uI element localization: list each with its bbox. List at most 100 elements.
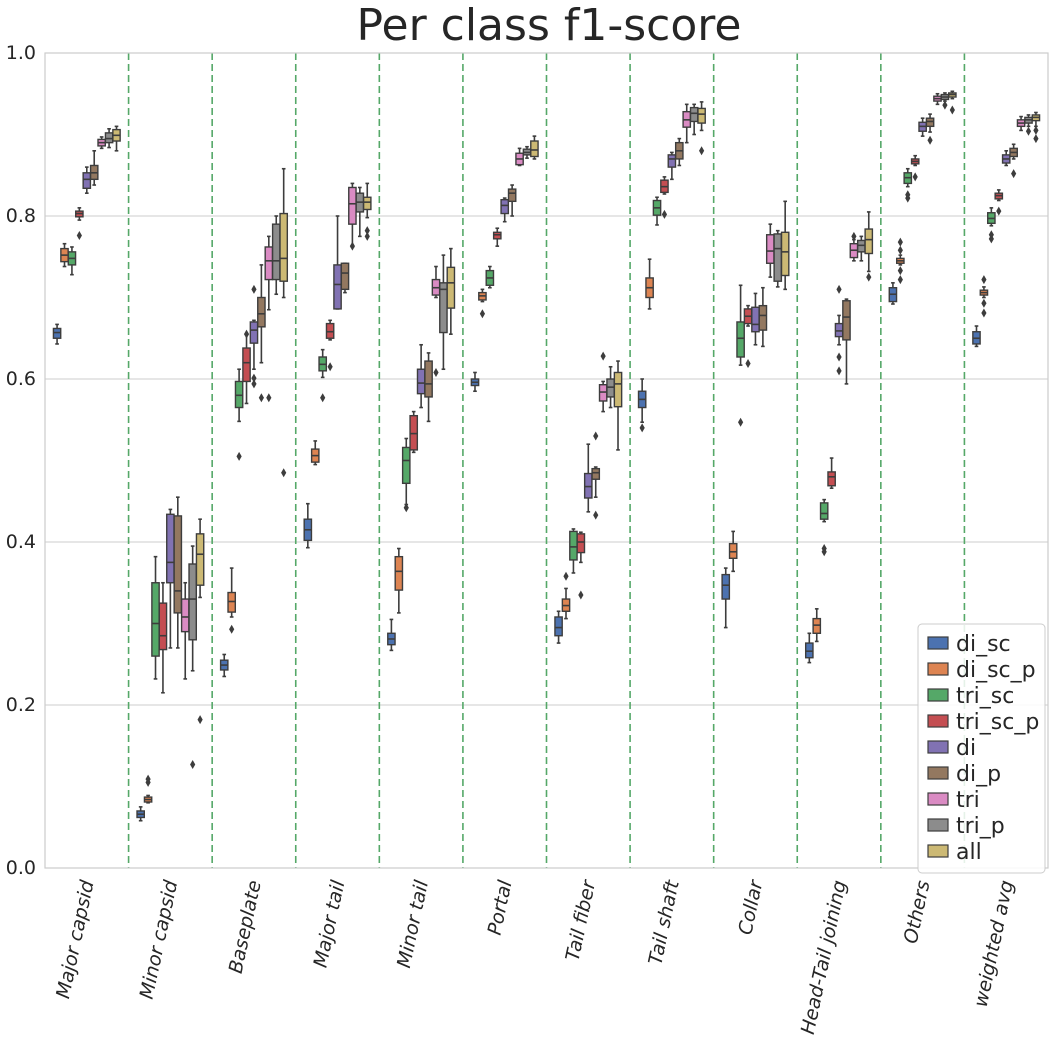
x-tick-label: Tail shaft [644, 877, 684, 967]
box-body [508, 189, 515, 201]
outlier-point [1033, 126, 1038, 135]
box-body [592, 469, 599, 480]
y-tick-label: 0.2 [6, 694, 36, 716]
box-di_sc_p [228, 568, 235, 634]
box-tri_p [440, 255, 447, 369]
box-di_sc [221, 654, 228, 676]
box-body [167, 514, 174, 582]
x-tick-label: Minor tail [393, 878, 433, 970]
box-tri_p [1025, 115, 1032, 136]
box-body [440, 283, 447, 333]
box-all [782, 201, 789, 289]
box-body [228, 593, 235, 613]
separator-layer [129, 53, 965, 868]
box-di_p [1010, 144, 1017, 178]
box-tri [767, 224, 774, 277]
y-tick-label: 0.4 [6, 531, 36, 553]
outlier-point [942, 101, 947, 110]
x-tick-label: Baseplate [225, 878, 266, 975]
box-di_p [843, 299, 850, 384]
box-body [555, 617, 562, 636]
box-tri_sc_p [243, 330, 250, 404]
box-di_sc_p [897, 238, 904, 284]
box-di_sc [806, 633, 813, 662]
outlier-point [480, 309, 485, 318]
box-body [501, 200, 508, 214]
box-body [806, 643, 813, 658]
box-di [334, 216, 341, 309]
box-tri_p [356, 187, 363, 236]
outlier-point [578, 590, 583, 599]
y-tick-label: 0.8 [6, 205, 36, 227]
outlier-point [996, 207, 1001, 216]
box-all [614, 361, 621, 450]
x-tick-label: weighted avg [970, 878, 1018, 1009]
outlier-point [251, 374, 256, 383]
box-body [828, 472, 835, 486]
outlier-point [640, 423, 645, 432]
box-di_p [759, 288, 766, 347]
outlier-point [328, 362, 333, 371]
box-tri [850, 232, 857, 261]
outlier-point [836, 366, 841, 375]
box-tri_p [607, 367, 614, 408]
box-tri [683, 104, 690, 142]
outlier-point [259, 393, 264, 402]
box-tri_sc [235, 369, 242, 461]
outlier-point [365, 226, 370, 235]
box-body [494, 232, 501, 239]
box-tri_sc [737, 285, 744, 426]
legend-swatch [928, 741, 948, 753]
box-body [364, 197, 371, 209]
box-body [730, 544, 737, 559]
box-body [767, 235, 774, 264]
legend-swatch [928, 845, 948, 857]
outlier-point [836, 285, 841, 294]
box-di_p [592, 432, 599, 520]
x-tick-label: Portal [484, 878, 517, 937]
x-tick-label: Collar [734, 877, 767, 936]
box-tri_sc_p [76, 208, 83, 240]
legend-swatch [928, 689, 948, 701]
outlier-point [981, 299, 986, 308]
box-body [577, 534, 584, 553]
box-di_sc [889, 283, 896, 304]
outlier-point [77, 231, 82, 240]
box-di_sc [137, 807, 144, 821]
box-di_sc_p [813, 609, 820, 642]
box-body [607, 379, 614, 397]
box-all [531, 136, 538, 159]
box-tri_p [189, 546, 196, 769]
x-tick-label: Others [900, 878, 935, 945]
box-di_sc_p [980, 275, 987, 317]
box-di_sc [471, 372, 478, 391]
box-tri_sc_p [577, 532, 584, 599]
legend-label: tri_sc_p [956, 710, 1039, 735]
outlier-point [563, 572, 568, 581]
box-tri [432, 267, 439, 377]
legend-swatch [928, 819, 948, 831]
box-body [83, 173, 90, 188]
box-di_sc_p [479, 289, 486, 318]
outlier-point [981, 308, 986, 317]
x-tick-labels: Major capsid Minor capsid Baseplate Major t… [52, 877, 1018, 1036]
box-body [326, 324, 333, 339]
outlier-point [1011, 169, 1016, 178]
box-di [83, 167, 90, 193]
box-body [53, 328, 60, 338]
outlier-point [266, 393, 271, 402]
box-body [926, 118, 933, 126]
box-body [759, 306, 766, 330]
box-all [196, 519, 203, 724]
box-all [698, 102, 705, 155]
box-di [167, 509, 174, 648]
outlier-point [866, 273, 871, 282]
legend-label: all [956, 840, 982, 865]
box-di_sc_p [562, 572, 569, 619]
box-di_sc_p [144, 775, 151, 803]
legend-label: di_sc [956, 632, 1011, 657]
outlier-point [281, 468, 286, 477]
box-tri [98, 137, 105, 148]
box-body [152, 583, 159, 656]
y-tick-label: 0.0 [6, 857, 36, 879]
